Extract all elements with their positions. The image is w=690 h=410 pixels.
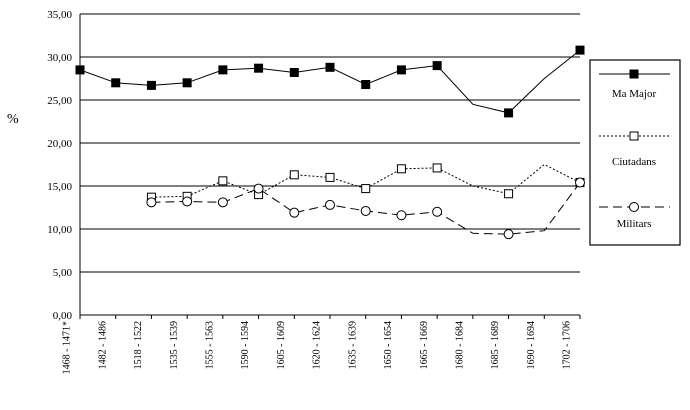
data-point	[504, 189, 514, 199]
data-point	[325, 172, 335, 182]
data-point	[254, 63, 264, 73]
data-point	[361, 184, 371, 194]
series-lines	[75, 45, 585, 240]
legend-label: Militars	[617, 218, 652, 230]
y-tick-label: 35,00	[47, 9, 72, 21]
data-point	[218, 65, 228, 75]
data-point	[146, 80, 156, 90]
x-tick-label: 1518 - 1522	[133, 321, 144, 369]
y-tick-label: 25,00	[47, 95, 72, 107]
legend-label: Ma Major	[612, 88, 657, 100]
data-point	[325, 199, 335, 210]
y-tick-label: 0,00	[53, 310, 73, 322]
data-point	[396, 65, 406, 75]
data-point	[182, 196, 193, 207]
legend: Ma Major Ciutadans Militars	[589, 59, 681, 246]
x-tick-label: 1702 - 1706	[562, 321, 573, 369]
y-tick-label: 5,00	[53, 267, 73, 279]
data-point	[253, 183, 264, 194]
data-point	[432, 206, 443, 217]
data-point	[575, 45, 585, 55]
x-tick-label: 1680 - 1684	[455, 321, 466, 369]
data-point	[503, 229, 514, 240]
x-tick-label: 1650 - 1654	[383, 321, 394, 369]
legend-label: Ciutadans	[612, 156, 656, 168]
x-tick-label: 1482 - 1486	[97, 321, 108, 369]
legend-marker	[629, 131, 639, 141]
y-tick-label: 30,00	[47, 52, 72, 64]
x-tick-label: 1635 - 1639	[347, 321, 358, 369]
x-tick-label: 1605 - 1609	[276, 321, 287, 369]
x-tick-label: 1590 - 1594	[240, 321, 251, 369]
legend-marker	[629, 202, 639, 212]
gridlines	[80, 13, 580, 273]
y-tick-label: 10,00	[47, 224, 72, 236]
data-point	[289, 67, 299, 77]
data-point	[361, 80, 371, 90]
x-tick-labels: 1468 - 1471* 1482 - 1486 1518 - 1522 1535 -…	[62, 321, 573, 374]
y-tick-label: 15,00	[47, 181, 72, 193]
data-point	[575, 177, 585, 188]
x-tick-label: 1535 - 1539	[169, 321, 180, 369]
data-point	[396, 164, 406, 174]
axes	[79, 14, 581, 319]
legend-marker	[629, 69, 639, 79]
data-point	[75, 65, 85, 75]
x-tick-label: 1665 - 1669	[419, 321, 430, 369]
y-axis-label: %	[7, 112, 19, 127]
x-tick-label: 1620 - 1624	[312, 321, 323, 369]
data-point	[432, 163, 442, 173]
data-point	[325, 62, 335, 72]
y-tick-label: 20,00	[47, 138, 72, 150]
data-point	[146, 197, 157, 208]
data-point	[360, 205, 371, 216]
data-point	[504, 108, 514, 118]
data-point	[218, 176, 228, 186]
x-tick-label: 1685 - 1689	[490, 321, 501, 369]
x-tick-label: 1468 - 1471*	[62, 321, 73, 374]
x-tick-label: 1690 - 1694	[526, 321, 537, 369]
y-tick-labels: 0,00 5,00 10,00 15,00 20,00 25,00 30,00 35,00	[47, 9, 72, 322]
data-point	[111, 78, 121, 88]
data-point	[289, 170, 299, 180]
data-point	[217, 197, 228, 208]
legend-box	[589, 59, 681, 246]
data-point	[182, 78, 192, 88]
data-point	[432, 61, 442, 71]
x-tick-label: 1555 - 1563	[205, 321, 216, 369]
data-point	[289, 207, 300, 218]
data-point	[396, 210, 407, 221]
